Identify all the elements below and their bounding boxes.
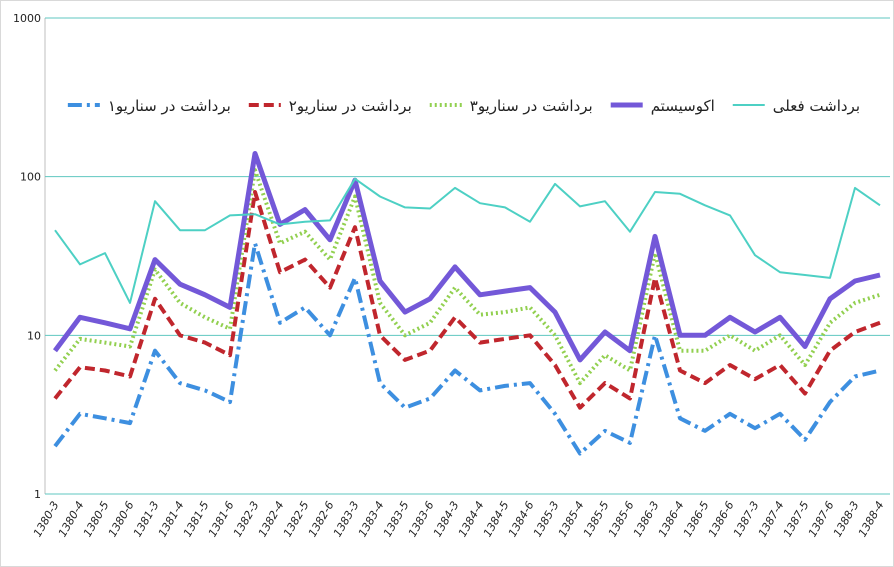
y-tick-label: 100 <box>20 171 41 184</box>
series-line <box>52 151 881 363</box>
legend-label: برداشت در سناریو۲ <box>289 97 412 115</box>
legend-label: اکوسیستم <box>651 97 715 115</box>
series-line <box>53 241 881 456</box>
series-line <box>53 190 881 410</box>
series-line <box>54 177 881 304</box>
y-tick-label: 10 <box>27 329 41 342</box>
series-line <box>53 168 881 386</box>
y-tick-label: 1 <box>34 488 41 501</box>
legend-label: برداشت در سناریو۱ <box>108 97 231 115</box>
legend-label: برداشت در سناریو۳ <box>470 97 593 115</box>
legend-label: برداشت فعلی <box>773 97 860 115</box>
y-tick-label: 1000 <box>13 12 41 25</box>
